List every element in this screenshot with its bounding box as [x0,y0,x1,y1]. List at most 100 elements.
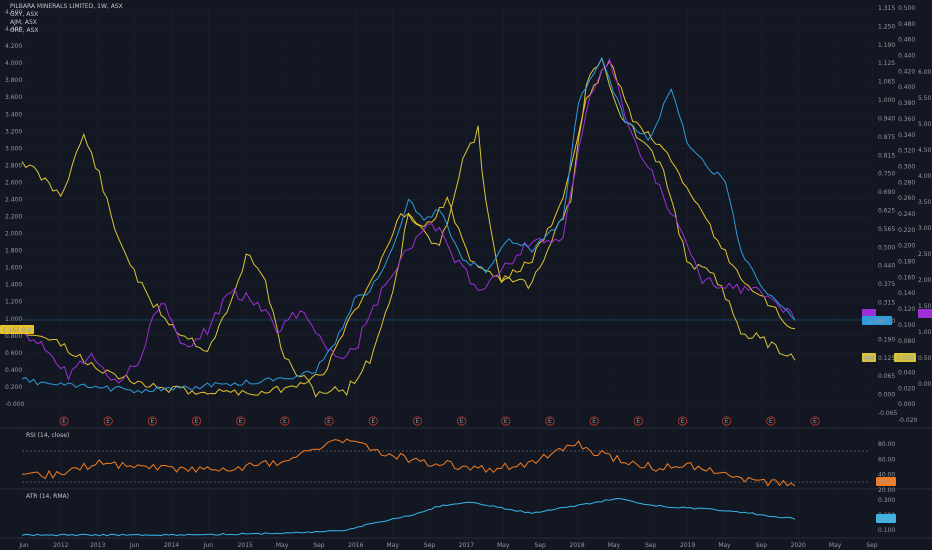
x-tick-label: 2012 [53,542,68,549]
earnings-marker[interactable] [412,416,423,426]
earnings-marker[interactable] [677,416,688,426]
y-right1-tick-label: 0.220 [898,227,915,234]
earnings-marker-label: E [62,418,66,425]
earnings-marker[interactable] [59,416,69,426]
y-left-tick-label: 1.000 [5,316,22,323]
y-left-tick-label: 0.400 [5,367,22,374]
earnings-marker-label: E [769,418,773,425]
y-left-tick-label: 2.600 [5,179,22,186]
series-line-pls[interactable] [21,60,796,396]
x-tick-label: Sep [424,542,436,549]
y-mid-tick-label: 1.000 [878,97,895,104]
y-mid-tick-label: 0.815 [878,152,895,159]
earnings-marker[interactable] [722,416,732,426]
x-tick-label: May [497,542,510,549]
x-tick-label: 2015 [238,542,253,549]
legend-ore[interactable]: ORE, ASX [10,27,39,34]
y-left-tick-label: 3.600 [5,94,22,101]
y-mid-tick-label: -0.065 [878,410,898,417]
y-right2-tick-label: 1.00 [918,329,932,336]
y-right2-tick-label: 0.00 [918,381,932,388]
y-right1-tick-label: 0.200 [898,243,915,250]
earnings-marker-label: E [106,418,110,425]
earnings-marker[interactable] [589,416,599,426]
atr-label[interactable]: ATR (14, RMA) [26,493,69,500]
y-right2-tick-label: 3.00 [918,225,932,232]
y-right1-tick-label: 0.400 [898,84,915,91]
earnings-marker[interactable] [103,416,113,426]
y-right1-tick-label: 0.180 [898,259,915,266]
y-mid-tick-label: 0.690 [878,189,895,196]
atr-tick-label: 0.100 [878,527,895,534]
badge-atr-right: 0.121 [877,516,894,523]
x-tick-label: Sep [866,542,878,549]
x-tick-label: Jun [18,542,29,549]
earnings-marker-label: E [504,418,508,425]
series-line-ajm[interactable] [21,57,796,384]
y-right2-tick-label: 0.50 [918,355,932,362]
earnings-marker[interactable] [236,416,246,426]
y-mid-tick-label: 0.500 [878,244,895,251]
x-tick-label: Sep [756,542,768,549]
earnings-marker[interactable] [324,416,334,426]
y-left-tick-label: 3.200 [5,128,22,135]
earnings-marker[interactable] [456,416,467,426]
y-mid-tick-label: 0.625 [878,208,895,215]
badge-ajm-tag-bg [862,353,876,362]
earnings-marker-label: E [150,418,154,425]
y-mid-tick-label: 0.375 [878,281,895,288]
x-tick-label: May [718,542,731,549]
earnings-marker[interactable] [368,416,378,426]
atr-tick-label: 0.300 [878,497,895,504]
y-left-tick-label: 3.400 [5,111,22,118]
y-mid-tick-label: 0.190 [878,336,895,343]
legend-main[interactable]: PILBARA MINERALS LIMITED, 1W, ASX [10,3,123,10]
badge-rsi-right: 29.17 [877,479,894,486]
y-left-tick-label: 0.200 [5,384,22,391]
rsi-tick-label: 40.00 [878,472,895,479]
badge-pls-left-bg [0,325,34,334]
y-right1-tick-label: 0.460 [898,37,915,44]
earnings-marker[interactable] [280,416,290,426]
y-left-tick-label: 2.200 [5,214,22,221]
x-tick-label: Sep [645,542,657,549]
y-right2-tick-label: 4.50 [918,147,932,154]
rsi-label[interactable]: RSI (14, close) [26,432,70,439]
y-left-tick-label: -0.000 [5,401,25,408]
x-tick-label: May [608,542,621,549]
y-left-tick-label: 1.800 [5,248,22,255]
earnings-marker[interactable] [810,416,820,426]
y-right1-tick-label: 0.280 [898,179,915,186]
y-left-tick-label: 1.200 [5,299,22,306]
x-tick-label: 2013 [90,542,105,549]
y-mid-tick-label: 0.440 [878,263,895,270]
atr-line[interactable] [21,497,796,537]
y-right2-tick-label: 2.00 [918,277,932,284]
x-tick-label: 2014 [164,542,179,549]
y-right1-tick-label: 0.100 [898,322,915,329]
earnings-marker-label: E [283,418,287,425]
series-line-gxy[interactable] [21,56,796,394]
badge-rsi-right-bg [876,477,896,486]
y-mid-tick-label: 0.000 [878,392,895,399]
earnings-marker[interactable] [633,416,643,426]
legend-ajm[interactable]: AJM, ASX [10,19,37,26]
rsi-line[interactable] [21,438,796,487]
earnings-marker[interactable] [147,416,157,426]
earnings-marker[interactable] [191,416,202,426]
badge-ajm-right-bg [894,353,916,362]
earnings-marker[interactable] [766,416,776,426]
y-left-tick-label: 3.000 [5,145,22,152]
earnings-marker-label: E [681,418,685,425]
rsi-tick-label: 20.00 [878,487,895,494]
y-left-tick-label: 4.600 [5,9,22,16]
x-tick-label: 2018 [569,542,584,549]
y-mid-tick-label: 1.065 [878,79,895,86]
y-mid-tick-label: 0.875 [878,134,895,141]
y-left-tick-label: 2.800 [5,162,22,169]
earnings-marker[interactable] [545,416,555,426]
y-right1-tick-label: 0.340 [898,132,915,139]
earnings-marker[interactable] [501,416,511,426]
legend-gxy[interactable]: GXY, ASX [10,11,39,18]
